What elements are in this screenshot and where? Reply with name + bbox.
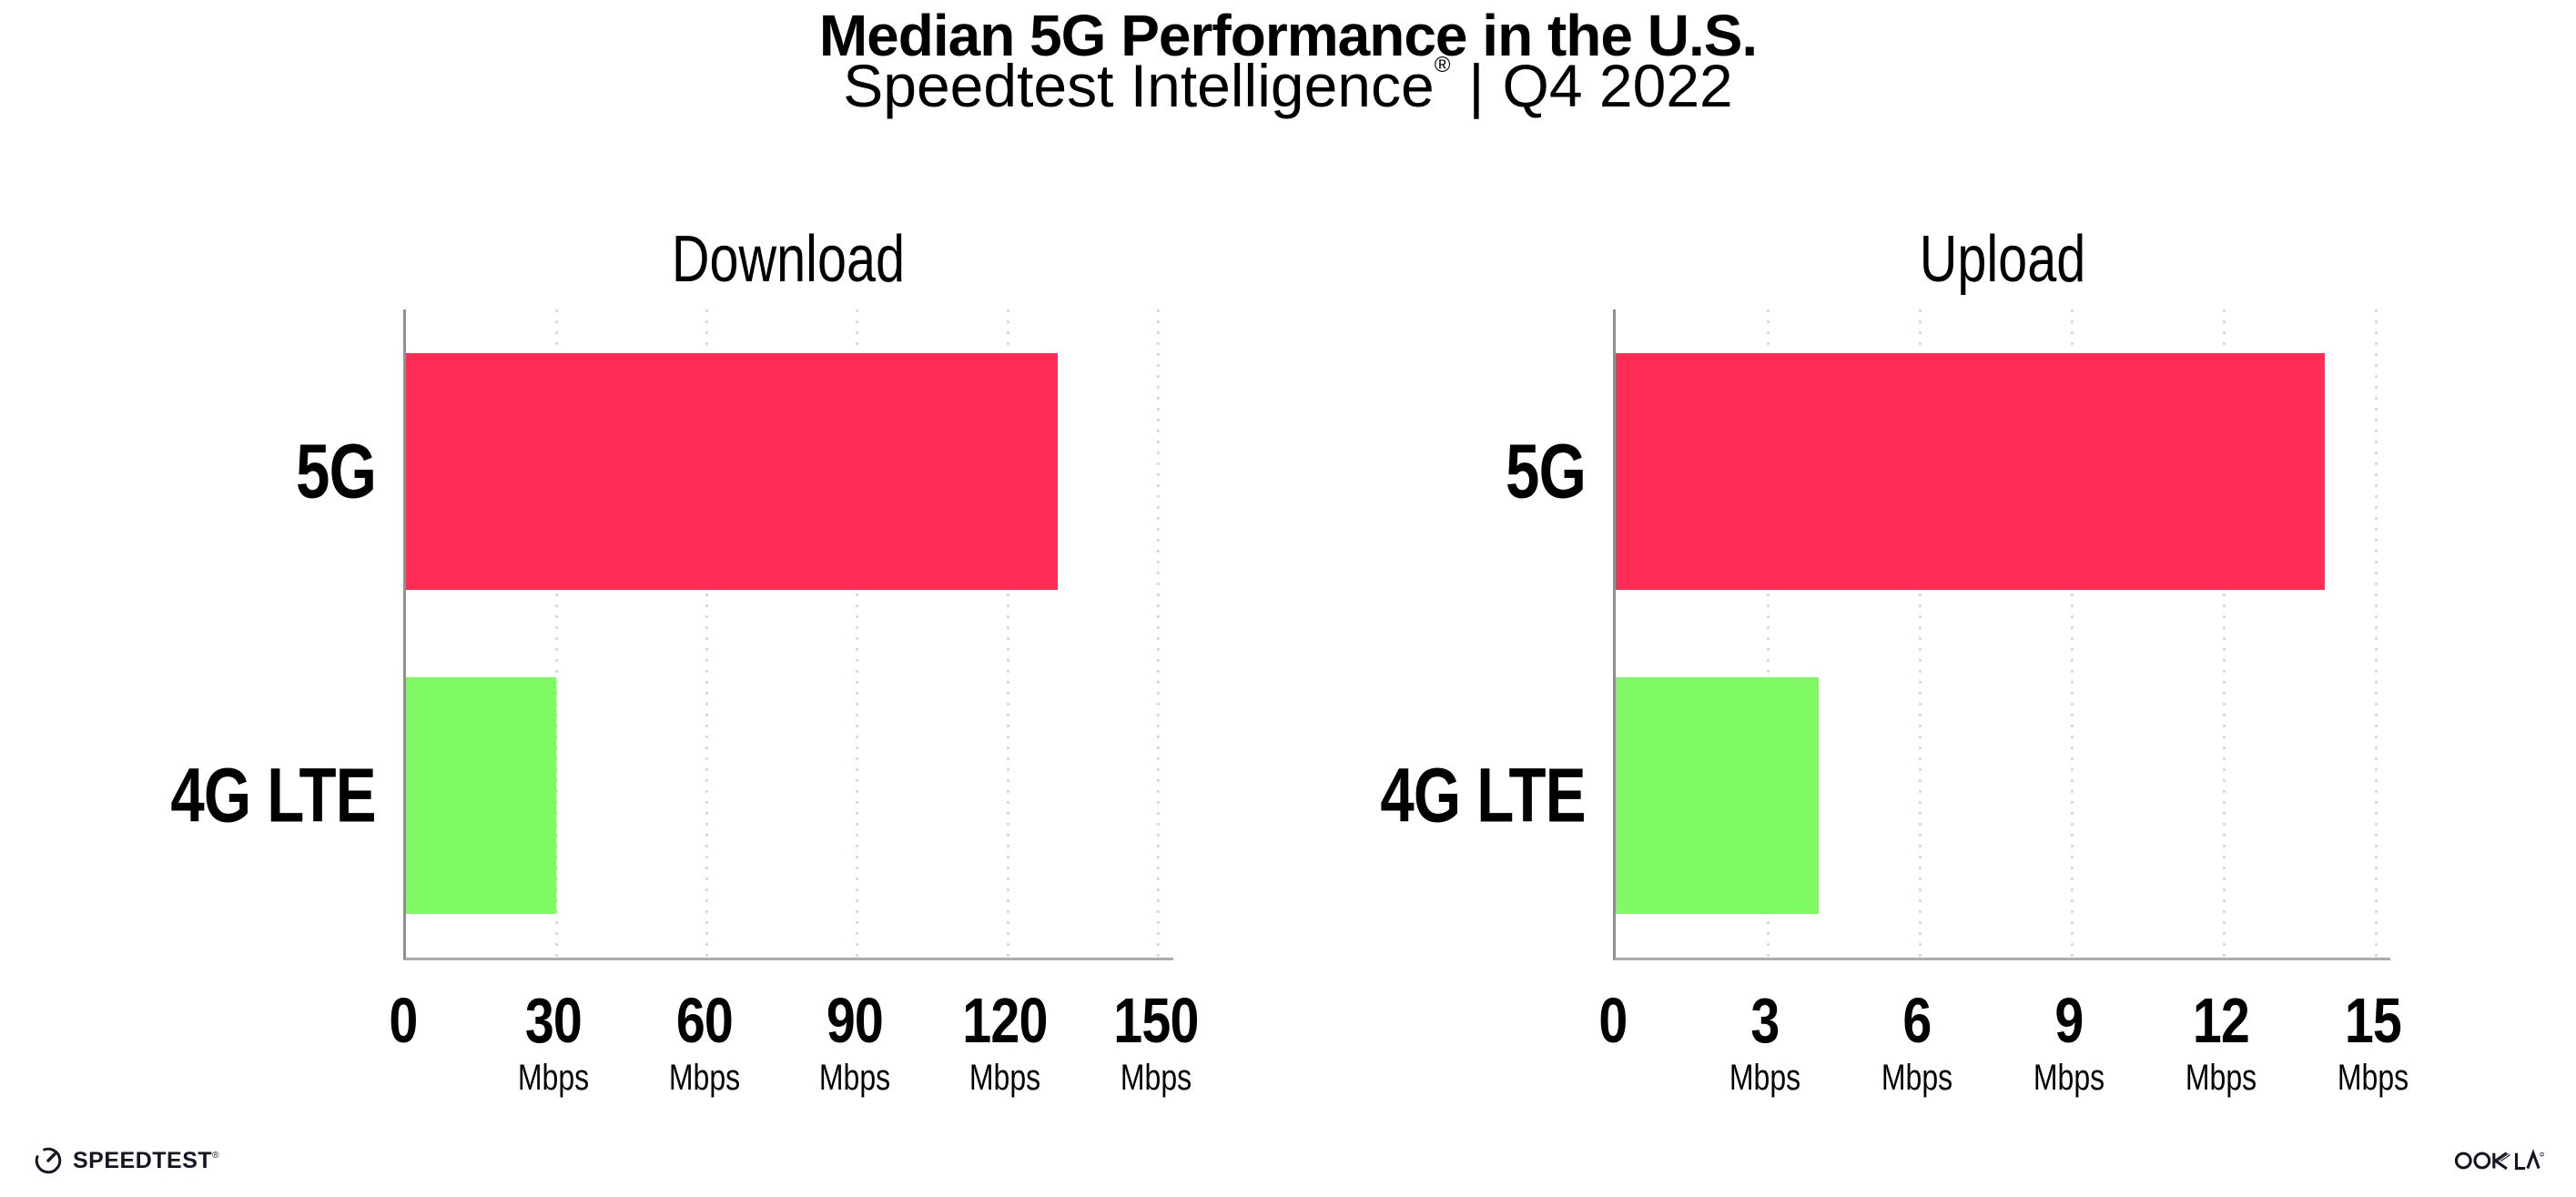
x-tick-upload-0: 0	[1522, 989, 1704, 1052]
y-label-download-5g: 5G	[295, 428, 377, 514]
x-tick-value: 9	[2054, 985, 2084, 1056]
x-tick-unit: Mbps	[1120, 1058, 1192, 1098]
x-tick-value: 6	[1902, 985, 1932, 1056]
x-tick-upload-15: 15Mbps	[2282, 989, 2464, 1096]
gridline-3-mbps	[1766, 309, 1770, 958]
gridline-15-mbps	[2374, 309, 2378, 958]
x-tick-value: 30	[525, 985, 583, 1056]
speedtest-gauge-icon	[35, 1147, 62, 1174]
x-tick-download-120: 120Mbps	[914, 989, 1096, 1096]
x-tick-unit: Mbps	[668, 1058, 740, 1098]
gridline-6-mbps	[1918, 309, 1922, 958]
registered-trademark-symbol: ®	[1434, 53, 1451, 77]
page-title: Median 5G Performance in the U.S.	[818, 3, 1758, 68]
gridline-120-mbps	[1006, 309, 1009, 958]
x-tick-value: 150	[1112, 985, 1199, 1056]
gridline-12-mbps	[2222, 309, 2226, 958]
upload-plot-area	[1613, 309, 2390, 960]
x-tick-value: 90	[826, 985, 884, 1056]
y-label-upload-4g-lte: 4G LTE	[1380, 752, 1587, 838]
x-tick-value: 120	[962, 985, 1049, 1056]
gridline-30-mbps	[554, 309, 558, 958]
x-tick-unit: Mbps	[518, 1058, 590, 1098]
x-tick-upload-12: 12Mbps	[2130, 989, 2312, 1096]
x-tick-value: 15	[2344, 985, 2402, 1056]
subtitle-divider: |	[1468, 52, 1485, 119]
gridline-90-mbps	[856, 309, 859, 958]
x-tick-download-90: 90Mbps	[764, 989, 946, 1096]
x-tick-unit: Mbps	[1881, 1058, 1953, 1098]
ookla-logo	[2454, 1149, 2545, 1177]
x-tick-value: 12	[2192, 985, 2250, 1056]
chart-title-download: Download	[672, 223, 906, 296]
x-tick-download-30: 30Mbps	[462, 989, 644, 1096]
page-subtitle: Speedtest Intelligence® | Q4 2022	[0, 51, 2576, 120]
y-label-download-4g-lte: 4G LTE	[170, 752, 377, 838]
bar-upload-4g-lte	[1616, 677, 1819, 914]
ookla-logo-icon	[2454, 1149, 2544, 1171]
bar-download-4g-lte	[406, 677, 557, 914]
gridline-60-mbps	[705, 309, 709, 958]
y-label-upload-5g: 5G	[1505, 428, 1587, 514]
x-tick-unit: Mbps	[969, 1058, 1041, 1098]
subtitle-period: Q4 2022	[1502, 52, 1733, 119]
speedtest-registered-mark: ®	[212, 1150, 219, 1161]
x-tick-unit: Mbps	[2185, 1058, 2257, 1098]
x-tick-download-0: 0	[312, 989, 494, 1052]
x-tick-download-60: 60Mbps	[614, 989, 796, 1096]
x-tick-upload-9: 9Mbps	[1978, 989, 2160, 1096]
x-tick-upload-3: 3Mbps	[1674, 989, 1856, 1096]
gridline-9-mbps	[2070, 309, 2074, 958]
x-tick-download-150: 150Mbps	[1065, 989, 1247, 1096]
x-tick-upload-6: 6Mbps	[1826, 989, 2008, 1096]
x-tick-value: 0	[389, 985, 418, 1056]
subtitle-brand: Speedtest Intelligence	[843, 52, 1435, 119]
x-tick-value: 3	[1750, 985, 1780, 1056]
x-tick-unit: Mbps	[2337, 1058, 2409, 1098]
speedtest-logo-text: SPEEDTEST	[73, 1147, 213, 1173]
chart-title-upload: Upload	[1919, 223, 2085, 296]
gridline-150-mbps	[1157, 309, 1160, 958]
bar-download-5g	[406, 353, 1059, 590]
x-tick-unit: Mbps	[2033, 1058, 2105, 1098]
x-tick-unit: Mbps	[1729, 1058, 1801, 1098]
speedtest-logo: SPEEDTEST ®	[33, 1145, 219, 1176]
x-tick-unit: Mbps	[818, 1058, 891, 1098]
x-tick-value: 0	[1598, 985, 1628, 1056]
download-plot-area	[403, 309, 1173, 960]
bar-upload-5g	[1616, 353, 2326, 590]
x-tick-value: 60	[675, 985, 733, 1056]
